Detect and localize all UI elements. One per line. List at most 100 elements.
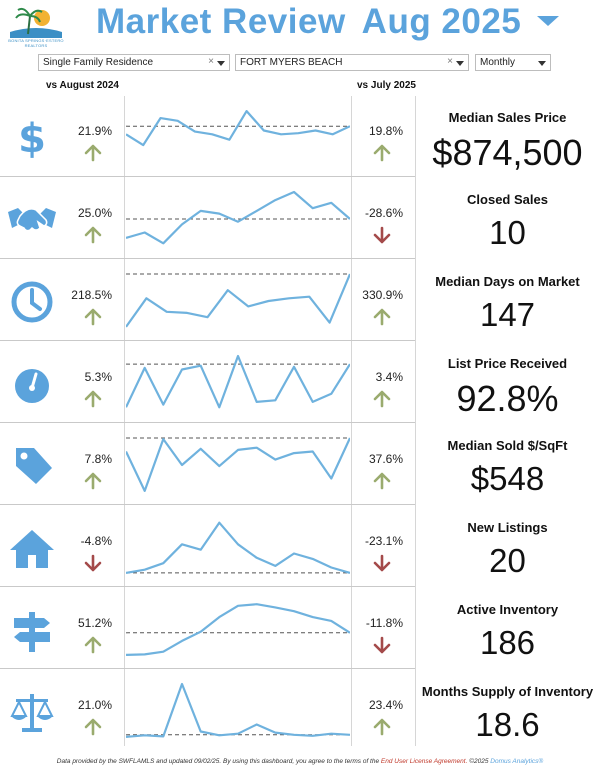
metric-value: 147 bbox=[479, 296, 536, 333]
trend-sparkline bbox=[125, 598, 351, 660]
mom-change: -28.6% bbox=[364, 206, 403, 220]
title-dropdown-icon[interactable] bbox=[537, 16, 559, 26]
divider-vertical bbox=[124, 96, 125, 746]
arrow-down-icon bbox=[373, 636, 391, 654]
trend-sparkline bbox=[125, 680, 351, 742]
page-title: Market Review Aug 2025 bbox=[96, 2, 521, 42]
row-divider bbox=[0, 668, 415, 669]
clock-icon bbox=[6, 276, 58, 328]
palm-logo-icon bbox=[10, 7, 62, 38]
mom-arrow bbox=[373, 390, 391, 408]
row-divider bbox=[0, 340, 415, 341]
mom-arrow bbox=[373, 554, 391, 572]
chevron-down-icon[interactable] bbox=[538, 61, 546, 66]
arrow-up-icon bbox=[373, 390, 391, 408]
eula-link[interactable]: End User License Agreement. bbox=[380, 758, 468, 765]
price-tag-icon bbox=[6, 440, 58, 492]
yoy-arrow bbox=[84, 390, 102, 408]
trend-sparkline bbox=[125, 516, 351, 578]
yoy-arrow bbox=[84, 636, 102, 654]
row-divider bbox=[0, 258, 415, 259]
metric-label: Median Sales Price bbox=[448, 110, 567, 125]
handshake-icon bbox=[6, 194, 58, 246]
arrow-up-icon bbox=[84, 718, 102, 736]
yoy-arrow bbox=[84, 308, 102, 326]
property-type-value: Single Family Residence bbox=[43, 57, 154, 68]
yoy-change: 5.3% bbox=[84, 370, 112, 384]
period-value: Monthly bbox=[480, 57, 516, 68]
title-left: Market Review bbox=[96, 2, 346, 41]
mom-arrow bbox=[373, 226, 391, 244]
location-filter[interactable]: FORT MYERS BEACH × bbox=[235, 54, 469, 71]
metric-value: 186 bbox=[479, 624, 536, 661]
arrow-up-icon bbox=[373, 144, 391, 162]
trend-sparkline bbox=[125, 352, 351, 414]
divider-vertical bbox=[415, 96, 416, 746]
yoy-arrow bbox=[84, 718, 102, 736]
yoy-change: 51.2% bbox=[77, 616, 112, 630]
svg-text:$: $ bbox=[18, 116, 46, 162]
arrow-up-icon bbox=[84, 390, 102, 408]
metric-value: 18.6 bbox=[475, 706, 540, 743]
trend-line bbox=[125, 109, 351, 147]
mom-arrow bbox=[373, 718, 391, 736]
metric-value: 10 bbox=[489, 214, 526, 251]
mom-change: 19.8% bbox=[368, 124, 403, 138]
trend-sparkline bbox=[125, 434, 351, 496]
row-divider bbox=[0, 504, 415, 505]
trend-sparkline bbox=[125, 270, 352, 332]
trend-line bbox=[125, 354, 351, 409]
column-header-mom: vs July 2025 bbox=[357, 80, 416, 91]
dollar-icon: $ bbox=[6, 112, 58, 164]
row-divider bbox=[0, 422, 415, 423]
yoy-arrow bbox=[84, 472, 102, 490]
yoy-arrow bbox=[84, 554, 102, 572]
mom-change: 23.4% bbox=[368, 698, 403, 712]
yoy-change: 21.0% bbox=[77, 698, 112, 712]
mom-arrow bbox=[373, 144, 391, 162]
house-icon bbox=[6, 522, 58, 574]
clear-icon[interactable]: × bbox=[447, 56, 453, 67]
metric-value: 20 bbox=[489, 542, 526, 579]
arrow-up-icon bbox=[84, 308, 102, 326]
row-divider bbox=[0, 176, 415, 177]
logo: BONITA SPRINGS·ESTERO REALTORS bbox=[6, 4, 66, 48]
chevron-down-icon[interactable] bbox=[217, 61, 225, 66]
gauge-icon bbox=[6, 358, 58, 410]
trend-sparkline bbox=[125, 188, 351, 250]
mom-change: 330.9% bbox=[362, 288, 403, 302]
arrow-down-icon bbox=[373, 226, 391, 244]
arrow-up-icon bbox=[84, 144, 102, 162]
trend-line bbox=[125, 190, 351, 245]
arrow-down-icon bbox=[84, 554, 102, 572]
clear-icon[interactable]: × bbox=[208, 56, 214, 67]
metric-value: 92.8% bbox=[456, 378, 559, 419]
period-filter[interactable]: Monthly bbox=[475, 54, 551, 71]
chevron-down-icon[interactable] bbox=[456, 61, 464, 66]
arrow-down-icon bbox=[373, 554, 391, 572]
yoy-change: 7.8% bbox=[84, 452, 112, 466]
yoy-arrow bbox=[84, 144, 102, 162]
arrow-up-icon bbox=[84, 472, 102, 490]
yoy-change: 21.9% bbox=[77, 124, 112, 138]
domus-analytics-link[interactable]: Domus Analytics® bbox=[490, 758, 544, 765]
scales-icon bbox=[6, 686, 58, 738]
mom-change: -11.8% bbox=[365, 616, 403, 630]
footer-copyright: ©2025 bbox=[469, 758, 489, 765]
mom-arrow bbox=[373, 308, 391, 326]
mom-arrow bbox=[373, 636, 391, 654]
header: BONITA SPRINGS·ESTERO REALTORS Market Re… bbox=[0, 0, 600, 52]
metric-label: Median Sold $/SqFt bbox=[447, 438, 568, 453]
yoy-arrow bbox=[84, 226, 102, 244]
yoy-change: -4.8% bbox=[80, 534, 112, 548]
metric-label: Active Inventory bbox=[456, 602, 559, 617]
mom-arrow bbox=[373, 472, 391, 490]
divider-vertical bbox=[351, 96, 352, 746]
logo-brand-text: BONITA SPRINGS·ESTERO REALTORS bbox=[8, 38, 64, 48]
mom-change: -23.1% bbox=[364, 534, 403, 548]
metric-label: List Price Received bbox=[447, 356, 568, 371]
title-month: Aug 2025 bbox=[361, 2, 522, 41]
metric-value: $548 bbox=[470, 460, 545, 497]
property-type-filter[interactable]: Single Family Residence × bbox=[38, 54, 230, 71]
trend-line bbox=[125, 437, 351, 493]
